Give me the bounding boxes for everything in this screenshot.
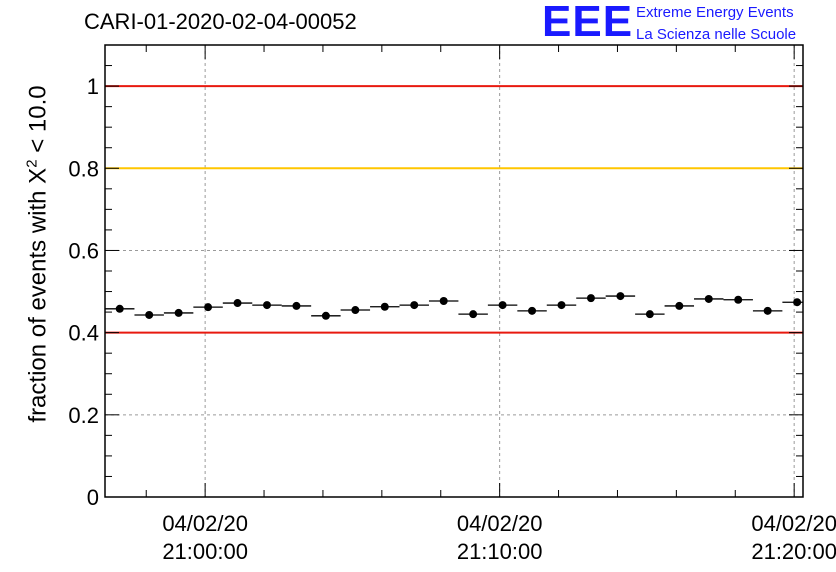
data-point: [645, 310, 654, 319]
data-point: [321, 311, 330, 320]
data-point: [704, 294, 713, 303]
data-point: [115, 304, 124, 313]
x-tick-label-date: 04/02/20: [751, 511, 836, 536]
data-point: [734, 295, 743, 304]
y-tick-label: 0.8: [68, 156, 99, 181]
y-tick-label: 0: [87, 485, 99, 510]
logo-line1: Extreme Energy Events: [636, 4, 794, 21]
data-point: [586, 294, 595, 303]
data-point: [763, 306, 772, 315]
y-axis-label-exponent: 2: [23, 159, 41, 168]
data-point: [557, 301, 566, 310]
plot-area: [105, 45, 803, 497]
data-point: [351, 306, 360, 315]
data-point: [439, 296, 448, 305]
data-point: [204, 303, 213, 312]
data-point: [233, 299, 242, 308]
x-tick-label-time: 21:10:00: [457, 539, 543, 564]
data-point: [410, 301, 419, 310]
eee-logo: EEE Extreme Energy Events La Scienza nel…: [542, 0, 834, 46]
y-tick-label: 0.2: [68, 403, 99, 428]
data-point: [262, 301, 271, 310]
data-point: [528, 306, 537, 315]
data-point: [145, 310, 154, 319]
y-tick-label: 1: [87, 74, 99, 99]
data-point: [292, 301, 301, 310]
data-point: [380, 302, 389, 311]
y-axis-label-suffix: < 10.0: [24, 85, 52, 160]
logo-line2: La Scienza nelle Scuole: [636, 26, 797, 43]
x-tick-label-time: 21:00:00: [162, 539, 248, 564]
x-tick-label-date: 04/02/20: [457, 511, 543, 536]
data-point: [675, 301, 684, 310]
data-point: [469, 310, 478, 319]
data-point: [616, 292, 625, 301]
y-axis-label-symbol: X: [24, 167, 52, 184]
x-tick-label-date: 04/02/20: [162, 511, 248, 536]
data-point: [498, 301, 507, 310]
y-axis-label: fraction of events with X2 < 10.0: [24, 85, 53, 422]
chart-title: CARI-01-2020-02-04-00052: [84, 9, 357, 34]
x-tick-label-time: 21:20:00: [751, 539, 836, 564]
data-point: [793, 298, 802, 307]
logo-mark: EEE: [542, 0, 634, 46]
y-tick-label: 0.4: [68, 321, 99, 346]
y-tick-label: 0.6: [68, 238, 99, 263]
y-axis-label-prefix: fraction of events with: [24, 183, 52, 423]
data-point: [174, 308, 183, 317]
